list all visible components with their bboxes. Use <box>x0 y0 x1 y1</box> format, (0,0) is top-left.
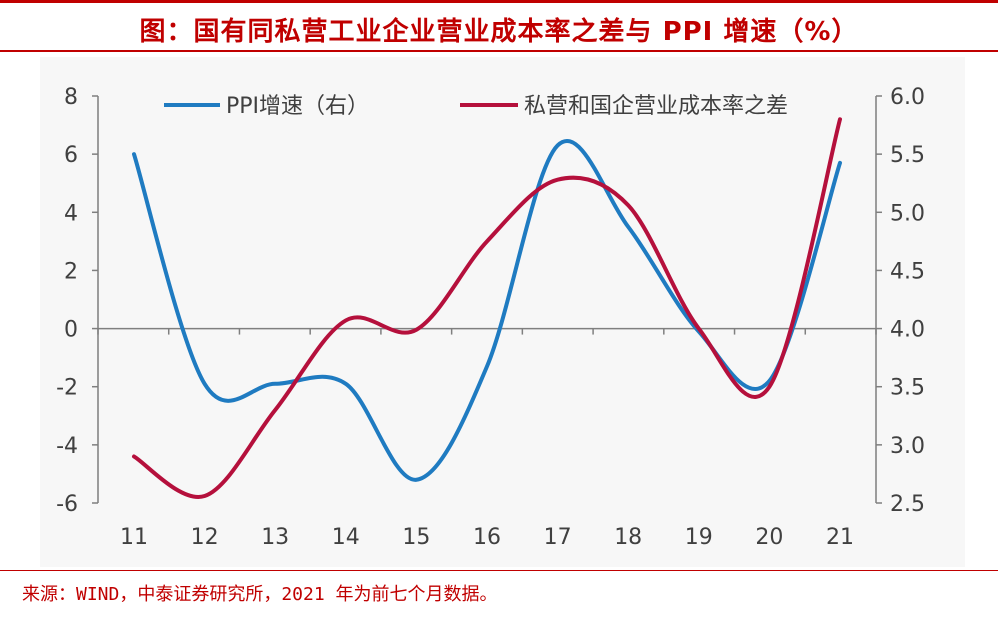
x-axis-tick-label: 17 <box>544 525 572 550</box>
x-axis-tick-label: 16 <box>473 525 501 550</box>
right-axis-tick-label: 3.5 <box>890 376 925 401</box>
x-axis-tick-label: 11 <box>120 525 148 550</box>
left-axis-tick-label: -4 <box>56 434 78 459</box>
cost-diff-series-line <box>132 117 842 499</box>
left-axis-tick-label: -6 <box>56 492 78 517</box>
source-note: 来源：WIND，中泰证券研究所，2021 年为前七个月数据。 <box>22 584 498 605</box>
left-axis-tick-label: 0 <box>64 318 78 343</box>
x-axis-tick-label: 20 <box>755 525 783 550</box>
source-divider <box>0 570 998 571</box>
x-axis-tick-label: 13 <box>261 525 289 550</box>
left-axis-tick-label: 2 <box>64 259 78 284</box>
x-axis-tick-label: 15 <box>402 525 430 550</box>
right-axis-tick-label: 5.5 <box>890 143 925 168</box>
x-axis-tick-label: 21 <box>826 525 854 550</box>
right-axis-tick-label: 6.0 <box>890 85 925 110</box>
plot-area: 8 6 4 2 0 -2 -4 -6 6.0 5.5 5.0 4.5 4.0 3.5 3.0 2.5 11 12 1… <box>40 57 965 567</box>
right-axis-tick-label: 5.0 <box>890 201 925 226</box>
x-axis-tick-label: 18 <box>614 525 642 550</box>
right-axis-tick-label: 3.0 <box>890 434 925 459</box>
left-axis-tick-label: 8 <box>64 85 78 110</box>
left-axis-tick-label: 4 <box>64 201 78 226</box>
left-axis-tick-label: -2 <box>56 376 78 401</box>
legend-label: 私营和国企营业成本率之差 <box>524 94 788 119</box>
chart-title: 图：国有同私营工业企业营业成本率之差与 PPI 增速（%） <box>139 17 859 47</box>
right-axis-tick-label: 2.5 <box>890 492 925 517</box>
ppi-series-line <box>132 139 842 482</box>
right-axis-tick-label: 4.0 <box>890 318 925 343</box>
x-axis-tick-label: 19 <box>685 525 713 550</box>
right-axis-tick-label: 4.5 <box>890 259 925 284</box>
title-bar: 图：国有同私营工业企业营业成本率之差与 PPI 增速（%） <box>0 0 998 52</box>
x-axis-tick-label: 12 <box>191 525 219 550</box>
legend-label: PPI增速（右） <box>226 94 369 119</box>
left-axis-tick-label: 6 <box>64 143 78 168</box>
x-axis-tick-label: 14 <box>332 525 360 550</box>
